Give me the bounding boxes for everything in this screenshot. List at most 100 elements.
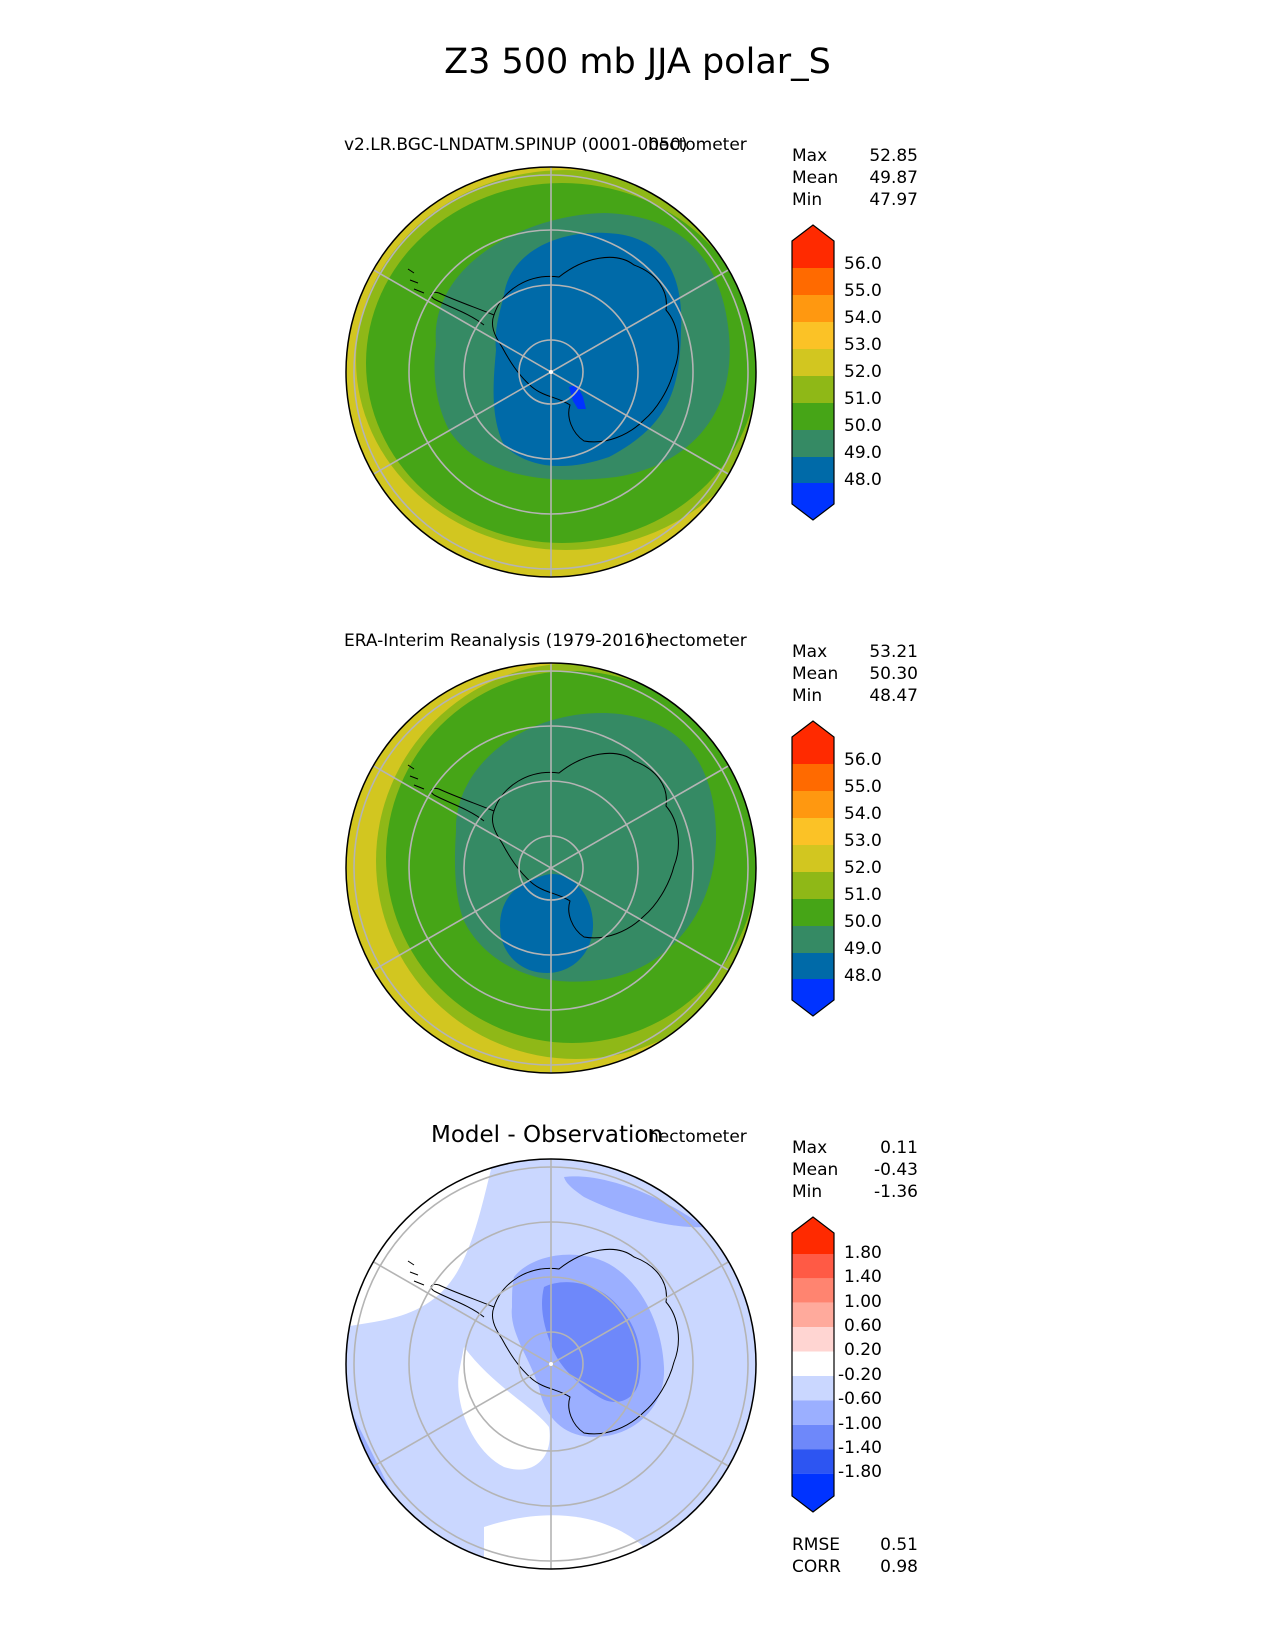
panel-2-min-value: 48.47 [869, 686, 918, 706]
panel-2-field-49 [500, 873, 594, 973]
panel-1-colorbar-bin [792, 349, 834, 376]
panel-1-cbar-tick: 54.0 [844, 308, 882, 328]
panel-3-cbar-tick: -0.60 [838, 1389, 882, 1409]
panel-2-cbar-tick: 52.0 [844, 858, 882, 878]
panel-2-cbar-tick: 51.0 [844, 885, 882, 905]
panel-3-colorbar-bin [792, 1327, 834, 1352]
panel-2-mean-label: Mean [792, 664, 839, 684]
panel-3-colorbar-bin [792, 1302, 834, 1328]
panel-2-max-value: 53.21 [869, 642, 918, 662]
panel-3-min-value: -1.36 [874, 1182, 918, 1202]
panel-2-units: hectometer [648, 631, 747, 651]
panel-2-colorbar-bin [792, 953, 834, 979]
panel-3-colorbar [791, 1216, 835, 1513]
panel-1-colorbar-bin [792, 457, 834, 483]
panel-2-cbar-tick: 54.0 [844, 804, 882, 824]
panel-3-field-neg-0.6 [564, 1176, 704, 1228]
panel-3-mean-value: -0.43 [874, 1160, 918, 1180]
panel-3-colorbar-bin [792, 1278, 834, 1303]
panel-1-colorbar [791, 224, 835, 521]
panel-3-field-neg-1.0 [541, 1282, 641, 1402]
panel-3-corr-value: 0.98 [880, 1557, 918, 1577]
panel-3-rmse-value: 0.51 [880, 1535, 918, 1555]
panel-2-colorbar-under [792, 979, 834, 1016]
panel-2-colorbar-bin [792, 764, 834, 791]
panel-3-cbar-tick: 1.40 [844, 1267, 882, 1287]
panel-2-min-label: Min [792, 686, 823, 706]
panel-1-colorbar-bin [792, 376, 834, 403]
panel-3-colorbar-under [792, 1473, 834, 1512]
panel-3-max-label: Max [792, 1138, 828, 1158]
panel-1-cbar-tick: 49.0 [844, 443, 882, 463]
panel-3-cbar-tick: -1.40 [838, 1438, 882, 1458]
panel-1-polar-map [345, 166, 757, 578]
panel-3-colorbar-bin [792, 1400, 834, 1425]
panel-2-colorbar-over [792, 721, 834, 764]
panel-3-colorbar-bin [792, 1449, 834, 1474]
panel-3-units: hectometer [648, 1127, 747, 1147]
panel-1-max-label: Max [792, 146, 828, 166]
panel-1-cbar-tick: 51.0 [844, 389, 882, 409]
panel-3-colorbar-bin [792, 1424, 834, 1450]
panel-1-colorbar-bin [792, 268, 834, 295]
panel-1-colorbar-under [792, 483, 834, 520]
panel-1-title: v2.LR.BGC-LNDATM.SPINUP (0001-0050) [344, 135, 688, 155]
panel-2-polar-map [345, 662, 757, 1074]
panel-1-cbar-tick: 52.0 [844, 362, 882, 382]
panel-1-max-value: 52.85 [869, 146, 918, 166]
panel-2-map-border [345, 662, 757, 1074]
panel-2-cbar-tick: 50.0 [844, 912, 882, 932]
panel-3-cbar-tick: -1.80 [838, 1462, 882, 1482]
panel-1-units: hectometer [648, 135, 747, 155]
panel-1-mean-value: 49.87 [869, 168, 918, 188]
panel-3-cbar-tick: -1.00 [838, 1414, 882, 1434]
panel-1-colorbar-bin [792, 430, 834, 457]
panel-2-title: ERA-Interim Reanalysis (1979-2016) [344, 631, 652, 651]
panel-3-corr-label: CORR [792, 1557, 841, 1577]
panel-3-cbar-tick: 1.00 [844, 1292, 882, 1312]
panel-3-colorbar-over [792, 1217, 834, 1254]
panel-3-title: Model - Observation [431, 1122, 664, 1148]
panel-2-colorbar-bin [792, 791, 834, 818]
panel-3-colorbar-bin [792, 1254, 834, 1279]
panel-1-mean-label: Mean [792, 168, 839, 188]
panel-2-colorbar-bin [792, 818, 834, 845]
panel-3-max-value: 0.11 [880, 1138, 918, 1158]
panel-1-pole-marker [549, 370, 553, 374]
panel-2-mean-value: 50.30 [869, 664, 918, 684]
panel-3-rmse-label: RMSE [792, 1535, 841, 1555]
panel-1-cbar-tick: 56.0 [844, 254, 882, 274]
panel-3-min-label: Min [792, 1182, 823, 1202]
panel-1-cbar-tick: 48.0 [844, 470, 882, 490]
panel-2-colorbar-bin [792, 899, 834, 926]
panel-2-cbar-tick: 55.0 [844, 777, 882, 797]
panel-2-max-label: Max [792, 642, 828, 662]
panel-3-cbar-tick: 0.60 [844, 1316, 882, 1336]
panel-3-map-border [345, 1158, 757, 1570]
panel-3-pole-marker [549, 1362, 553, 1366]
panel-3-cbar-tick: 1.80 [844, 1243, 882, 1263]
panel-1-cbar-tick: 55.0 [844, 281, 882, 301]
panel-2-cbar-tick: 48.0 [844, 966, 882, 986]
panel-1-cbar-tick: 53.0 [844, 335, 882, 355]
panel-2-colorbar-bin [792, 926, 834, 953]
panel-1-colorbar-bin [792, 295, 834, 322]
panel-2-colorbar-bin [792, 872, 834, 899]
panel-2-colorbar [791, 720, 835, 1017]
panel-3-mean-label: Mean [792, 1160, 839, 1180]
panel-2-graticule [353, 663, 749, 1073]
panel-1-cbar-tick: 50.0 [844, 416, 882, 436]
panel-1-colorbar-bin [792, 322, 834, 349]
panel-1-min-label: Min [792, 190, 823, 210]
panel-3-cbar-tick: -0.20 [838, 1365, 882, 1385]
panel-1-colorbar-bin [792, 403, 834, 430]
panel-1-field-48 [569, 385, 586, 409]
panel-2-colorbar-bin [792, 845, 834, 872]
panel-2-cbar-tick: 49.0 [844, 939, 882, 959]
panel-3-cbar-tick: 0.20 [844, 1340, 882, 1360]
panel-3-colorbar-bin [792, 1376, 834, 1401]
panel-3-polar-map [345, 1158, 757, 1570]
panel-2-cbar-tick: 53.0 [844, 831, 882, 851]
panel-1-min-value: 47.97 [869, 190, 918, 210]
panel-3-field-zero [458, 1347, 550, 1470]
